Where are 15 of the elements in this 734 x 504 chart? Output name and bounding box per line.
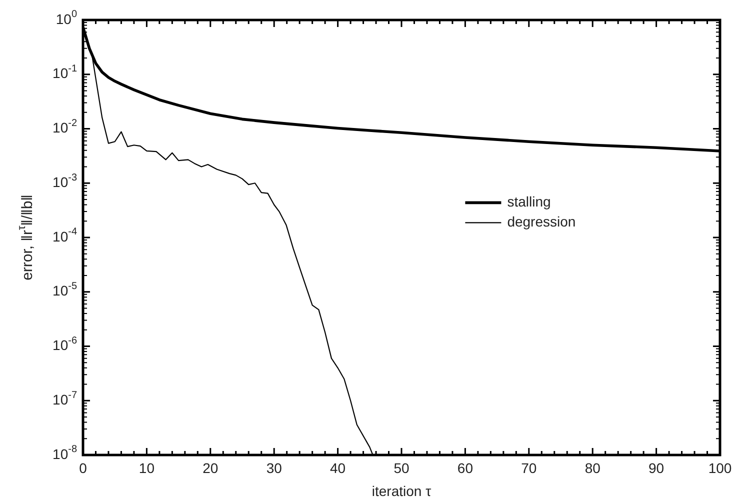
x-tick-label: 10: [138, 460, 155, 476]
x-tick-label: 90: [648, 460, 664, 476]
x-tick-label: 70: [521, 460, 537, 476]
x-axis-title: iteration τ: [372, 482, 432, 499]
x-tick-label: 60: [457, 460, 474, 476]
legend-label: degression: [507, 214, 576, 230]
x-tick-label: 0: [79, 460, 88, 476]
x-tick-label: 50: [394, 460, 410, 476]
x-tick-label: 20: [202, 460, 218, 476]
x-tick-label: 100: [708, 460, 732, 476]
y-axis-title: error, ‖rτ‖/‖b‖: [16, 194, 36, 280]
x-tick-label: 30: [266, 460, 282, 476]
x-tick-label: 80: [584, 460, 601, 476]
legend-label: stalling: [507, 194, 551, 210]
x-tick-label: 40: [330, 460, 346, 476]
